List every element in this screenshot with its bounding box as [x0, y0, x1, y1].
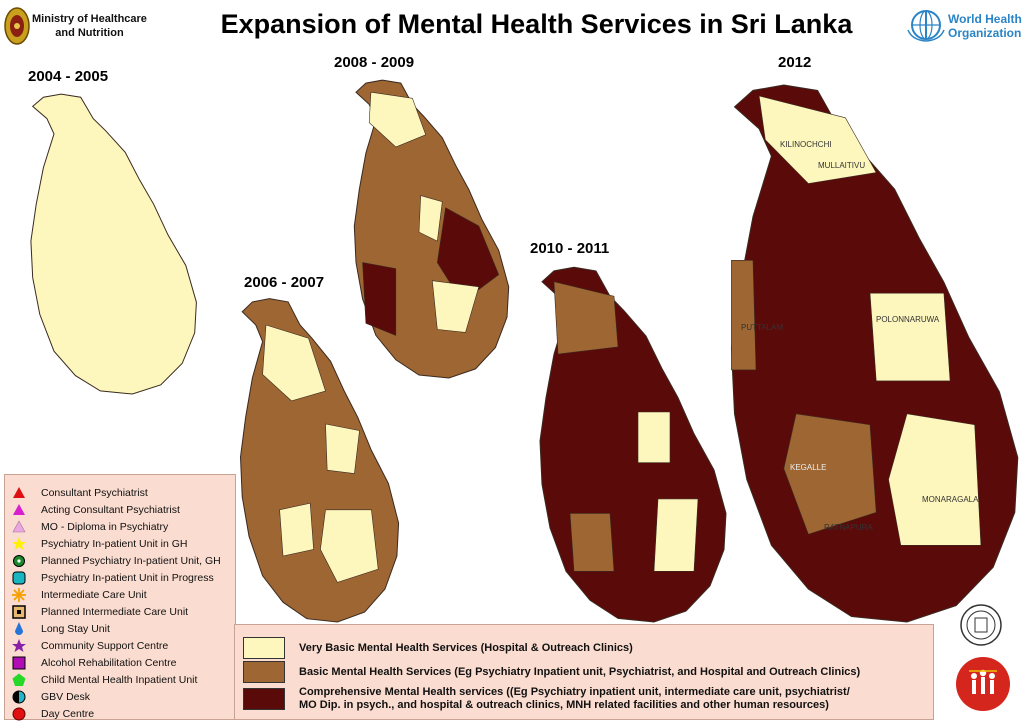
purple-square-icon [12, 656, 26, 670]
orange-asterisk-icon [12, 588, 26, 602]
map-2010-2011 [539, 266, 727, 623]
year-label-2012: 2012 [778, 54, 812, 71]
symbol-legend: Consultant Psychiatrist Acting Consultan… [4, 474, 236, 722]
label-polonnaruwa: POLONNARUWA [876, 315, 940, 324]
label-ratnapura: RATNAPURA [824, 523, 873, 532]
label-kegalle: KEGALLE [790, 463, 826, 472]
seal-icon [960, 604, 1002, 646]
label-kilinochchi: KILINOCHCHI [780, 140, 832, 149]
legend-item: Day Centre [11, 706, 94, 722]
purple-star-icon [12, 639, 26, 652]
map-2006-2007 [239, 298, 400, 623]
label-puttalam: PUTTALAM [741, 323, 783, 332]
legend-item: GBV Desk [11, 689, 90, 705]
green-circle-icon [13, 555, 25, 567]
district-region [569, 513, 615, 572]
pink-triangle-icon [12, 520, 26, 533]
map-2004-2005 [30, 93, 197, 395]
basic-swatch [243, 661, 285, 683]
yellow-star-icon [12, 537, 26, 550]
district-region [362, 262, 397, 336]
green-pentagon-icon [12, 673, 26, 686]
legend-category-comprehensive: Comprehensive Mental Health services ((E… [243, 686, 850, 712]
legend-category-basic: Basic Mental Health Services (Eg Psychia… [243, 661, 860, 683]
map-2012: KILINOCHCHI MULLAITIVU PUTTALAM POLONNAR… [730, 84, 1019, 623]
legend-item: Acting Consultant Psychiatrist [11, 502, 180, 518]
legend-item: Planned Psychiatry In-patient Unit, GH [11, 553, 221, 569]
page-title: Expansion of Mental Health Services in S… [220, 9, 853, 39]
year-label-2006: 2006 - 2007 [244, 274, 325, 291]
district-region [888, 413, 982, 546]
blue-drop-icon [15, 622, 23, 635]
dotted-square-icon [12, 605, 26, 619]
comprehensive-swatch [243, 688, 285, 710]
magenta-triangle-icon [13, 504, 25, 515]
district-region [436, 207, 500, 303]
legend-item: Psychiatry In-patient Unit in Progress [11, 570, 214, 586]
half-circle-icon [12, 690, 26, 704]
district-region [758, 95, 877, 184]
label-monaragala: MONARAGALA [922, 495, 979, 504]
red-triangle-icon [13, 487, 25, 498]
district-region [279, 502, 314, 557]
header: Ministry of Healthcare and Nutrition Exp… [0, 0, 1023, 52]
legend-item: Child Mental Health Inpatient Unit [11, 672, 197, 688]
legend-category-very-basic: Very Basic Mental Health Services (Hospi… [243, 637, 633, 659]
district-region [653, 498, 699, 572]
legend-item: MO - Diploma in Psychiatry [11, 519, 168, 535]
district-region [262, 324, 326, 402]
red-circle-icon [12, 707, 26, 721]
legend-item: Alcohol Rehabilitation Centre [11, 655, 176, 671]
district-region [731, 259, 757, 371]
district-region [320, 509, 379, 583]
who-name: World Health Organization [948, 12, 1022, 40]
year-label-2008: 2008 - 2009 [334, 54, 415, 71]
year-label-2010: 2010 - 2011 [530, 240, 610, 257]
district-region [368, 91, 427, 148]
legend-item: Planned Intermediate Care Unit [11, 604, 188, 620]
district-region [637, 411, 671, 464]
year-label-2004: 2004 - 2005 [28, 68, 109, 85]
legend-item: Long Stay Unit [11, 621, 110, 637]
legend-item: Psychiatry In-patient Unit in GH [11, 536, 187, 552]
legend-item: Community Support Centre [11, 638, 168, 654]
district-region [553, 281, 619, 355]
who-logo-icon [907, 10, 945, 42]
ministry-name: Ministry of Healthcare and Nutrition [32, 13, 147, 39]
very-basic-swatch [243, 637, 285, 659]
district-region [325, 423, 360, 474]
ministry-emblem-icon [4, 7, 30, 45]
legend-item: Intermediate Care Unit [11, 587, 147, 603]
map-2008-2009 [353, 79, 510, 379]
mental-health-logo-icon [956, 657, 1010, 711]
teal-square-icon [12, 571, 26, 585]
label-mullaitivu: MULLAITIVU [818, 161, 865, 170]
district-region [869, 292, 951, 382]
district-region [431, 280, 480, 333]
district-region [418, 195, 443, 242]
service-level-legend: Very Basic Mental Health Services (Hospi… [234, 624, 934, 720]
district-region [783, 413, 877, 535]
island-shape [30, 93, 197, 395]
legend-item: Consultant Psychiatrist [11, 485, 148, 501]
